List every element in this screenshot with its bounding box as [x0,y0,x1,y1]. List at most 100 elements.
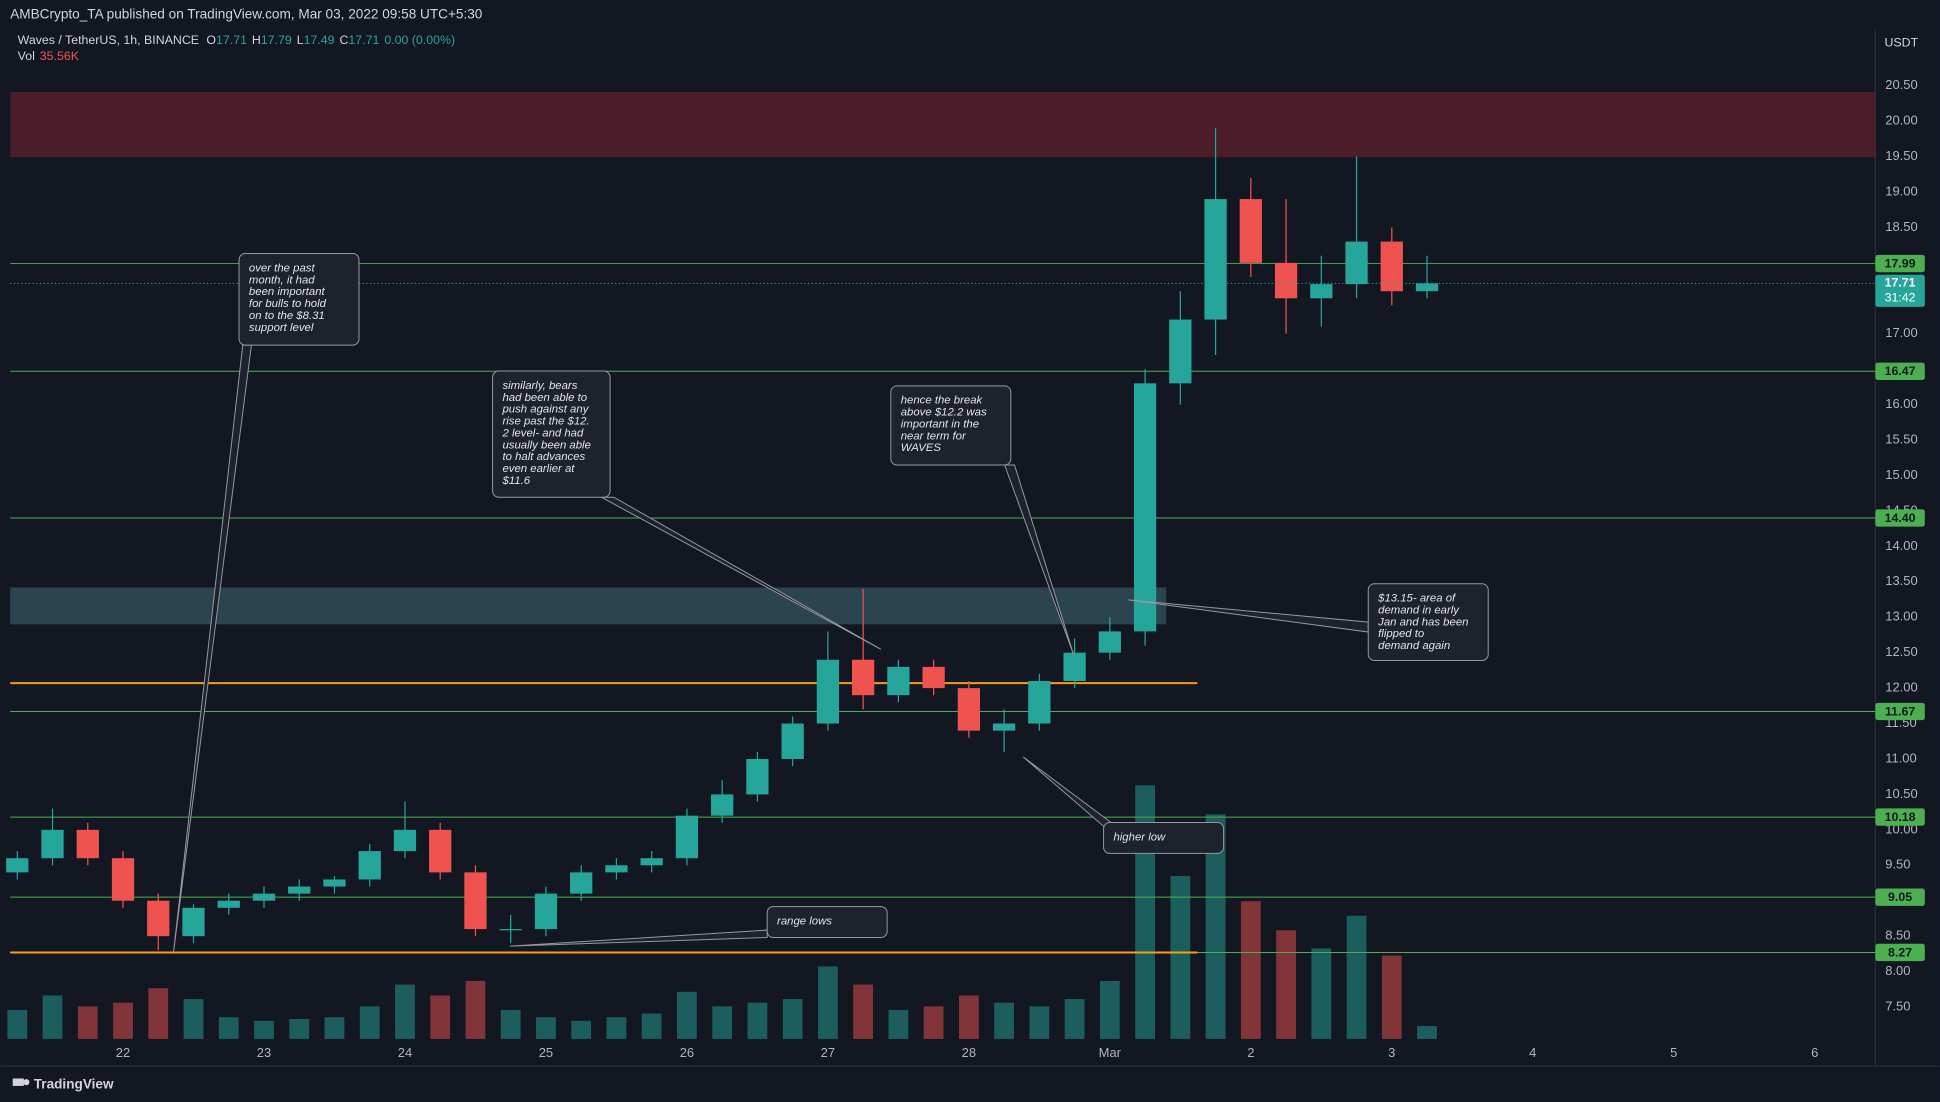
volume-bar [395,984,415,1039]
callout-text: demand again [1378,640,1450,652]
level-tag [1875,254,1925,273]
zone [10,587,1167,625]
level-tag-label: 10.18 [1885,810,1916,824]
candle-body [76,829,99,859]
level-tag-label: 17.99 [1885,256,1916,270]
y-tick-label: 17.00 [1885,325,1917,340]
candle-body [957,688,981,731]
level-tag-label: 16.47 [1885,364,1916,378]
candle-body [1274,262,1298,299]
y-tick-label: 8.50 [1885,928,1910,943]
candle-body [1415,283,1439,292]
currency: USDT [1884,36,1918,50]
callout-text: flipped to [1378,628,1424,640]
x-tick-label: 2 [1247,1045,1254,1060]
x-tick-label: 3 [1388,1045,1395,1060]
y-tick-label: 15.50 [1885,431,1917,446]
level-tag [1875,808,1925,826]
tv-logo [12,1078,30,1086]
candle-body [217,900,240,908]
callout-text: demand in early [1378,604,1460,616]
volume-bar [782,999,803,1039]
candle-body [323,879,346,887]
volume-bar [218,1017,239,1039]
callout-text: hence the break [901,395,984,407]
candle-body [358,851,381,880]
callout-text: above $12.2 was [901,407,987,419]
volume-bar [994,1002,1015,1039]
callout-text: 2 level- and had [501,427,584,439]
candle-body [182,907,205,937]
candle-body [1169,319,1192,384]
volume-bar [1381,955,1402,1039]
candle-body [1098,631,1121,653]
volume-bar [641,1013,662,1039]
x-tick-label: 6 [1811,1045,1818,1060]
candle-body [1063,652,1086,682]
x-tick-label: 23 [257,1045,271,1060]
callout-text: $13.15- area of [1377,593,1457,605]
x-tick-label: 24 [398,1045,412,1060]
ohlc-value: 17.71 [348,33,379,47]
volume-bar [958,995,979,1039]
candle-body [1204,199,1227,320]
y-tick-label: 10.50 [1885,786,1917,801]
candle-body [499,929,522,931]
volume-bar [113,1002,133,1039]
candle-body [1310,284,1333,299]
callout-text: higher low [1113,831,1166,843]
callout-text: near term for [901,430,967,442]
candle-body [1028,681,1051,724]
x-tick-label: 5 [1670,1045,1677,1060]
ohlc-value: 17.49 [304,33,335,47]
y-tick-label: 19.50 [1885,148,1917,163]
volume-bar [359,1006,380,1039]
volume-bar [1276,930,1296,1039]
callout-text: had been able to [502,392,587,404]
countdown: 31:42 [1885,291,1916,305]
candle-body [1345,241,1368,285]
volume-bar [42,995,63,1039]
candle-body [41,829,64,859]
y-tick-label: 14.00 [1885,538,1917,553]
callout-text: to halt advances [502,451,585,463]
change: 0.00 (0.00%) [384,33,455,47]
volume-bar [747,1002,768,1039]
volume-bar [1417,1026,1437,1039]
volume-bar [818,966,838,1039]
level-tag [1875,943,1925,962]
ohlc-key: O [206,33,216,47]
candle-body [922,666,945,689]
y-tick-label: 18.50 [1885,219,1917,234]
candle-body [992,723,1016,731]
volume-bar [500,1009,521,1039]
y-tick-label: 13.50 [1885,573,1917,588]
y-tick-label: 16.00 [1885,396,1917,411]
volume-bar [923,1006,944,1039]
candle-body [570,872,593,894]
volume-bar [1240,901,1261,1039]
level-tag [1875,509,1925,527]
volume-bar [712,1006,733,1039]
callout-text: for bulls to hold [249,298,327,310]
candle-body [852,659,875,696]
callout-text: similarly, bears [502,380,577,392]
candle-body [534,893,558,930]
level-tag-label: 14.40 [1885,511,1916,525]
level-tag [1875,888,1925,906]
volume-bar [853,984,874,1039]
volume-bar [1099,980,1120,1039]
y-tick-label: 9.50 [1885,857,1910,872]
callout-pointer [601,496,882,650]
publisher: AMBCrypto_TA published on TradingView.co… [10,6,483,21]
volume-bar [1029,1006,1050,1039]
x-tick-label: 28 [962,1045,976,1060]
callout-text: Jan and has been [1377,616,1468,628]
vol-label: Vol [18,49,35,63]
x-tick-label: 27 [821,1045,835,1060]
candle-body [147,900,170,937]
candle-body [640,858,663,866]
callout-text: range lows [777,915,832,927]
